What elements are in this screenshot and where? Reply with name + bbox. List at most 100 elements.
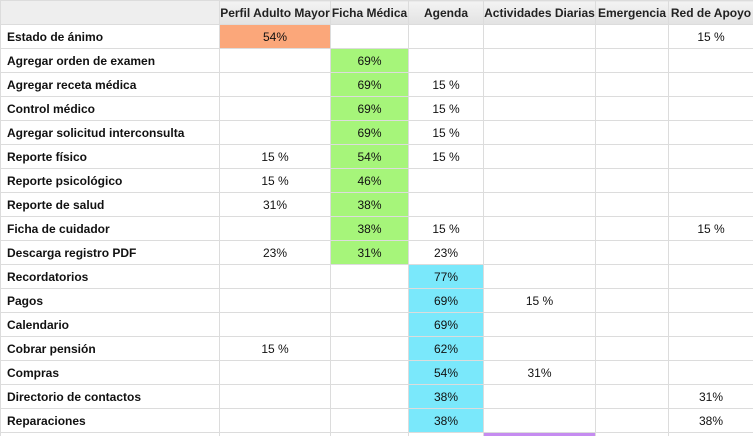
row-label: Reparaciones	[1, 409, 220, 433]
table-cell: 15 %	[220, 145, 331, 169]
table-cell	[596, 217, 669, 241]
table-cell	[669, 265, 753, 289]
table-cell	[596, 361, 669, 385]
table-cell: 54%	[331, 145, 409, 169]
table-cell	[669, 121, 753, 145]
row-label: Calendario	[1, 313, 220, 337]
table-cell: 15 %	[409, 217, 484, 241]
table-cell	[596, 193, 669, 217]
table-cell	[596, 337, 669, 361]
table-cell	[596, 25, 669, 49]
table-cell	[669, 241, 753, 265]
table-cell	[484, 409, 596, 433]
table-cell	[596, 289, 669, 313]
table-cell: 69%	[409, 313, 484, 337]
table-cell: 31%	[484, 361, 596, 385]
table-cell	[220, 217, 331, 241]
table-cell	[669, 73, 753, 97]
table-cell: 23%	[220, 241, 331, 265]
table-cell	[484, 265, 596, 289]
table-cell	[484, 121, 596, 145]
column-header: Ficha Médica	[331, 1, 409, 25]
table-cell: 46%	[331, 169, 409, 193]
table-cell	[669, 193, 753, 217]
table-cell: 31%	[669, 385, 753, 409]
table-cell	[484, 25, 596, 49]
row-label: Reporte psicológico	[1, 169, 220, 193]
table-cell	[220, 121, 331, 145]
column-header: Emergencia	[596, 1, 669, 25]
row-label: Agregar solicitud interconsulta	[1, 121, 220, 145]
table-cell	[596, 241, 669, 265]
table-cell: 38%	[409, 409, 484, 433]
table-cell	[409, 169, 484, 193]
table-cell: 54%	[409, 361, 484, 385]
table-cell	[220, 409, 331, 433]
column-header: Red de Apoyo	[669, 1, 753, 25]
column-header: Actividades Diarias	[484, 1, 596, 25]
table-cell	[669, 97, 753, 121]
table-cell	[220, 97, 331, 121]
table-cell: 69%	[331, 49, 409, 73]
table-cell	[484, 385, 596, 409]
table-cell	[596, 385, 669, 409]
table-cell	[331, 25, 409, 49]
table-cell: 15 %	[409, 145, 484, 169]
row-label: Cobrar pensión	[1, 337, 220, 361]
row-label: Recordatorios	[1, 265, 220, 289]
table-cell	[220, 361, 331, 385]
table-cell: 38%	[409, 385, 484, 409]
row-label: Control médico	[1, 97, 220, 121]
row-label: Agregar receta médica	[1, 73, 220, 97]
table-cell: 31%	[331, 241, 409, 265]
table-cell: 15 %	[220, 169, 331, 193]
table-cell: 15 %	[409, 121, 484, 145]
table-cell	[331, 361, 409, 385]
row-label: Descarga registro PDF	[1, 241, 220, 265]
row-label: Reporte físico	[1, 145, 220, 169]
table-cell	[669, 145, 753, 169]
table-cell: 31%	[220, 193, 331, 217]
table-cell: 69%	[331, 73, 409, 97]
column-header: Perfil Adulto Mayor	[220, 1, 331, 25]
table-cell: 38%	[331, 217, 409, 241]
row-label: Reporte de salud	[1, 193, 220, 217]
table-cell	[596, 313, 669, 337]
table-cell	[484, 97, 596, 121]
table-cell	[220, 385, 331, 409]
table-cell	[484, 241, 596, 265]
table-cell: 15 %	[669, 217, 753, 241]
table-cell	[484, 169, 596, 193]
table-cell: 69%	[331, 97, 409, 121]
table-cell	[484, 73, 596, 97]
table-cell	[596, 409, 669, 433]
table-cell	[669, 337, 753, 361]
table-cell	[596, 97, 669, 121]
table-cell: 15 %	[484, 289, 596, 313]
table-cell	[220, 313, 331, 337]
table-row: Compras 54%31%	[1, 361, 753, 385]
table-cell	[484, 193, 596, 217]
table-row: Calendario 69%	[1, 313, 753, 337]
table-cell	[409, 193, 484, 217]
table-cell	[484, 337, 596, 361]
row-label: Compras	[1, 361, 220, 385]
table-cell	[669, 361, 753, 385]
table-cell	[484, 433, 596, 436]
table-cell: 23%	[409, 241, 484, 265]
table-cell	[484, 145, 596, 169]
table-cell	[331, 433, 409, 436]
header-row: Perfil Adulto Mayor Ficha Médica Agenda …	[1, 1, 753, 25]
